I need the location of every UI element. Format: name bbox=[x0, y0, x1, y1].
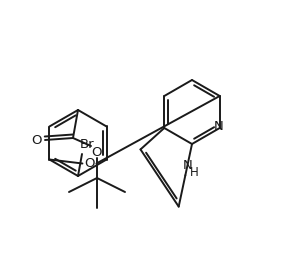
Text: O: O bbox=[84, 157, 95, 170]
Text: H: H bbox=[190, 166, 199, 179]
Text: N: N bbox=[214, 120, 224, 134]
Text: N: N bbox=[182, 159, 192, 172]
Text: O: O bbox=[92, 146, 102, 159]
Text: O: O bbox=[32, 134, 42, 147]
Text: Br: Br bbox=[80, 138, 94, 152]
